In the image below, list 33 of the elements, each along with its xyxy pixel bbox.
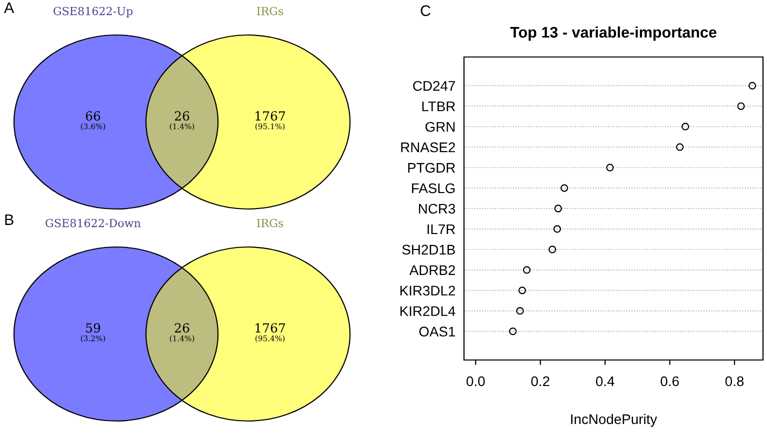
text: GSE81622-Up [54, 6, 133, 18]
y-tick-label: KIR2DL4 [400, 306, 456, 316]
y-tick-label: GRN [426, 122, 455, 132]
data-label: 1767 [256, 323, 285, 333]
data-label: 26 [174, 323, 190, 333]
text: C [420, 5, 430, 16]
x-tick-label: 0.0 [466, 376, 485, 386]
y-tick-label: PTGDR [408, 162, 456, 173]
x-axis-title: IncNodePurity [571, 414, 658, 427]
y-tick-label: OAS1 [419, 326, 455, 337]
x-tick-label: 0.2 [531, 376, 550, 386]
y-tick-label: SH2D1B [402, 244, 455, 255]
y-tick-label: LTBR [422, 102, 456, 112]
text: B [5, 214, 14, 225]
y-tick-label: ADRB2 [409, 265, 455, 275]
data-label: 66 [86, 111, 100, 121]
y-tick-label: FASLG [412, 183, 455, 194]
x-tick-label: 0.4 [596, 376, 614, 386]
y-tick-label: KIR3DL2 [400, 286, 455, 296]
text: IRGs [256, 6, 284, 16]
x-tick-label: 0.8 [725, 376, 744, 386]
text: A [4, 2, 14, 13]
y-tick-label: RNASE2 [401, 142, 455, 152]
y-tick-label: IL7R [428, 224, 456, 234]
data-label: 59 [86, 323, 100, 333]
data-label: 1767 [256, 111, 285, 121]
y-tick-label: CD247 [413, 80, 455, 91]
data-label: 26 [174, 111, 190, 121]
text: GSE81622-Down [46, 218, 141, 228]
chart-title: Top 13 - variable-importance [510, 26, 716, 41]
x-tick-label: 0.6 [660, 376, 679, 386]
y-tick-label: NCR3 [418, 204, 456, 214]
text: IRGs [256, 218, 284, 228]
